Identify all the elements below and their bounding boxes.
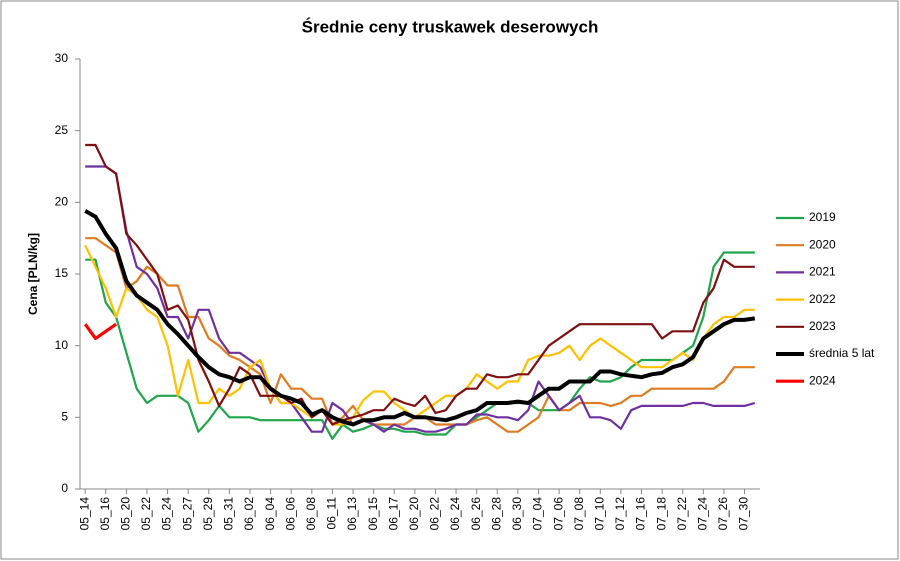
x-tick-label: 07_12 [613, 497, 627, 531]
legend-label: 2021 [809, 265, 836, 279]
x-tick-label: 06_30 [510, 497, 524, 531]
x-tick-label: 07_18 [654, 497, 668, 531]
x-tick-label: 06_28 [489, 497, 503, 531]
series-line [83, 322, 118, 341]
legend-label: 2020 [809, 237, 836, 251]
x-tick-label: 06_02 [242, 497, 256, 531]
x-tick-label: 07_30 [737, 497, 751, 531]
legend-label: 2023 [809, 319, 836, 333]
x-tick-label: 06_08 [304, 497, 318, 531]
legend: 2019 2020 2021 2022 2023 średnia 5 lat 2024 [776, 210, 875, 387]
x-tick-label: 07_26 [716, 497, 730, 531]
y-tick-label: 10 [55, 338, 69, 352]
legend-label: średnia 5 lat [809, 346, 875, 360]
x-tick-label: 07_16 [634, 497, 648, 531]
series-line [85, 251, 755, 440]
x-tick-label: 06_06 [283, 497, 297, 531]
legend-label: 2019 [809, 210, 836, 224]
x-tick-label: 05_16 [98, 497, 112, 531]
chart-title: Średnie ceny truskawek deserowych [302, 17, 599, 36]
series-line [85, 165, 756, 433]
x-tick-label: 06_26 [469, 497, 483, 531]
x-tick-label: 07_06 [551, 497, 565, 531]
x-tick-label: 07_10 [592, 497, 606, 531]
y-tick-label: 15 [55, 266, 69, 280]
series-line [84, 244, 755, 426]
x-tick-label: 05_14 [77, 497, 91, 531]
x-tick-label: 06_11 [325, 497, 339, 530]
legend-label: 2022 [809, 292, 836, 306]
x-tick-label: 06_15 [366, 497, 380, 531]
x-tick-label: 05_29 [201, 497, 215, 531]
y-tick-label: 25 [55, 123, 69, 137]
x-tick-label: 07_24 [696, 497, 710, 531]
x-tick-label: 06_22 [428, 497, 442, 531]
x-tick-label: 06_20 [407, 497, 421, 531]
x-tick-label: 07_04 [531, 497, 545, 531]
x-tick-label: 07_22 [675, 497, 689, 531]
y-tick-label: 30 [55, 51, 69, 65]
y-axis-title: Cena [PLN/kg] [26, 233, 40, 315]
x-tick-label: 07_08 [572, 497, 586, 531]
x-tick-label: 06_04 [263, 497, 277, 531]
x-tick-label: 05_24 [160, 497, 174, 531]
x-tick-label: 05_20 [119, 497, 133, 531]
x-tick-label: 05_27 [180, 497, 194, 531]
x-tick-label: 06_13 [345, 497, 359, 531]
x-tick-label: 05_22 [139, 497, 153, 531]
x-tick-label: 05_31 [222, 497, 236, 531]
x-tick-label: 06_24 [448, 497, 462, 531]
series-line [84, 209, 756, 427]
y-tick-label: 20 [55, 195, 69, 209]
y-tick-label: 5 [61, 410, 68, 424]
legend-label: 2024 [809, 373, 836, 387]
x-tick-label: 06_17 [386, 497, 400, 531]
y-tick-label: 0 [61, 481, 68, 495]
